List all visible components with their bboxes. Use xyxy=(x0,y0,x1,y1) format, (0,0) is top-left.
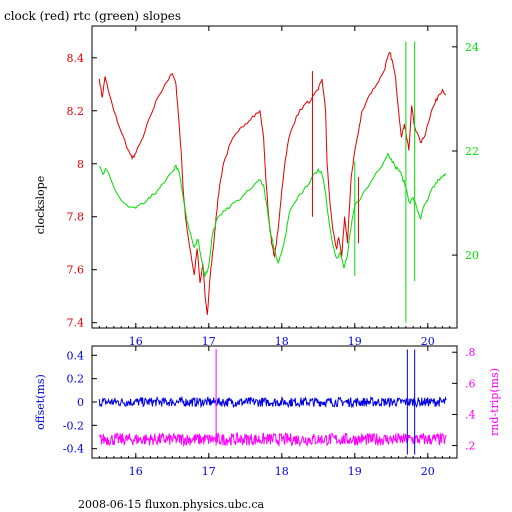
y-tick-label: 7.6 xyxy=(67,264,85,277)
x-tick-label: 16 xyxy=(129,335,143,348)
y-tick-label: 0 xyxy=(77,396,84,409)
y-tick-label: 8.2 xyxy=(67,105,85,118)
x-tick-label: 17 xyxy=(202,465,216,478)
y-tick-label: 0.4 xyxy=(67,349,85,362)
y2-tick-label: 24 xyxy=(465,41,479,54)
x-tick-label: 16 xyxy=(129,465,143,478)
series-line-rtc xyxy=(99,152,447,278)
series-line-rnd-trip xyxy=(98,431,447,448)
y-tick-label: -0.2 xyxy=(63,419,84,432)
y2-tick-label: .4 xyxy=(465,408,476,421)
x-tick-label: 20 xyxy=(421,335,435,348)
series-line-clock xyxy=(98,51,447,315)
bottom-plot-marks: 16 17 18 19 20 -0.4 -0.2 0 0.2 0.4 .2 .4 .6 .8 xyxy=(63,346,476,478)
y2-tick-label: .2 xyxy=(465,440,476,453)
y-tick-label: 8 xyxy=(77,158,84,171)
x-tick-label: 20 xyxy=(421,465,435,478)
y-tick-label: 0.2 xyxy=(67,373,85,386)
x-tick-label: 19 xyxy=(348,465,362,478)
y2-tick-label: .6 xyxy=(465,377,476,390)
x-tick-label: 19 xyxy=(348,335,362,348)
top-plot-marks: 16 17 18 19 20 7.4 7.6 7.8 8 8.2 8.4 20 22 24 xyxy=(67,26,479,348)
bottom-ylabel: offset(ms) xyxy=(34,374,47,430)
series-line-offset xyxy=(98,395,447,409)
y2-tick-label: 22 xyxy=(465,145,479,158)
y-tick-label: 8.4 xyxy=(67,52,85,65)
bottom-y2label: rnd-trip(ms) xyxy=(488,368,501,436)
x-tick-label: 17 xyxy=(202,335,216,348)
x-tick-label: 18 xyxy=(275,335,289,348)
y2-tick-label: .8 xyxy=(465,346,476,359)
x-tick-label: 18 xyxy=(275,465,289,478)
y2-tick-label: 20 xyxy=(465,249,479,262)
chart-title: clock (red) rtc (green) slopes xyxy=(4,9,181,23)
y-tick-label: 7.4 xyxy=(67,317,85,330)
y-tick-label: -0.4 xyxy=(63,443,84,456)
y-tick-label: 7.8 xyxy=(67,211,85,224)
footer-text: 2008-06-15 fluxon.physics.ubc.ca xyxy=(78,498,264,511)
top-ylabel: clockslope xyxy=(34,176,47,234)
